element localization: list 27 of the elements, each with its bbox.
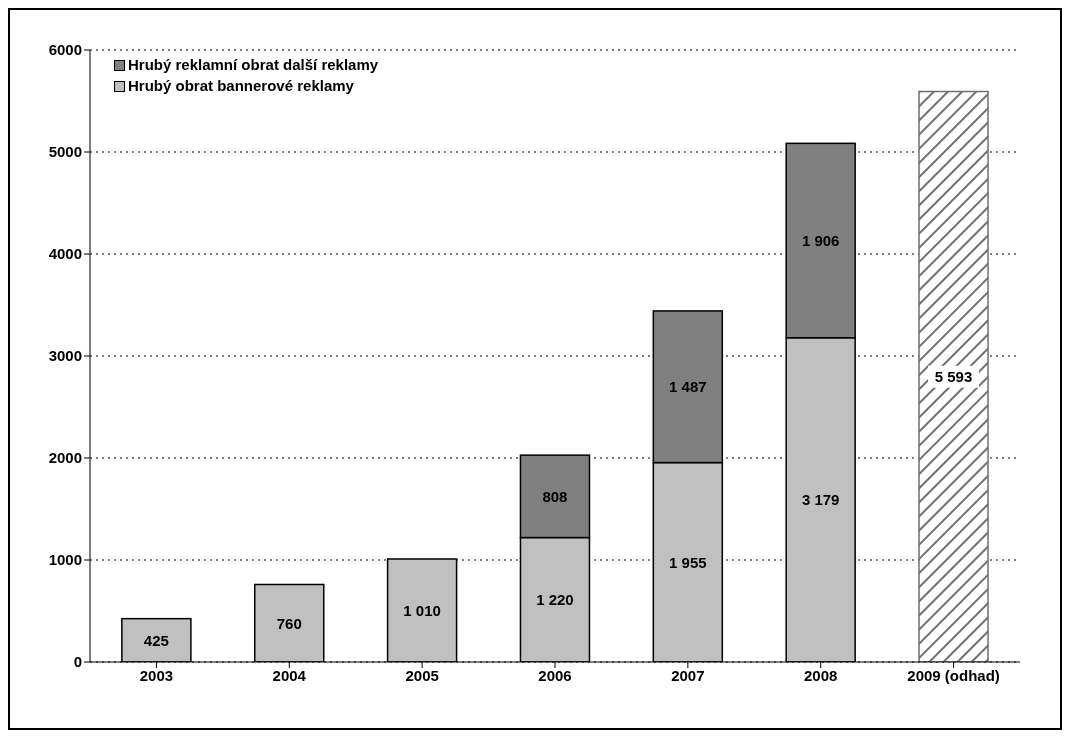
legend-label: Hrubý reklamní obrat další reklamy [128,56,379,73]
data-label: 5 593 [934,368,973,386]
x-tick-label: 2009 (odhad) [907,666,1000,684]
y-tick-label: 1000 [48,551,82,569]
legend-label: Hrubý obrat bannerové reklamy [128,77,354,94]
data-label: 808 [542,487,568,505]
x-tick-label: 2005 [405,666,439,684]
y-tick-label: 0 [73,653,82,671]
bar [918,90,989,662]
x-tick-label: 2007 [671,666,705,684]
data-label: 3 179 [801,491,840,509]
y-tick-label: 4000 [48,245,82,263]
x-tick-label: 2006 [538,666,572,684]
y-tick-label: 3000 [48,347,82,365]
y-tick-label: 5000 [48,143,82,161]
y-tick-label: 2000 [48,449,82,467]
data-label: 1 220 [536,591,574,609]
data-label: 1 955 [669,553,707,571]
x-tick-label: 2004 [272,666,307,684]
data-label: 425 [143,631,169,649]
data-label: 1 487 [669,378,707,396]
data-label: 1 906 [801,232,840,250]
data-label: 760 [276,614,302,632]
y-tick-label: 6000 [48,41,82,59]
x-tick-label: 2008 [804,666,838,684]
x-tick-label: 2003 [139,666,174,684]
data-label: 1 010 [403,601,441,619]
